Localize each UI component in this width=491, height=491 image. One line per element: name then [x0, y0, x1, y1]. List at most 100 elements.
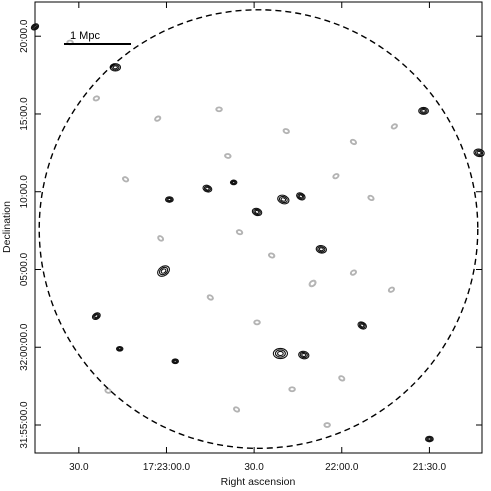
contour-level — [154, 115, 162, 122]
contour-level — [93, 313, 100, 320]
contour-level — [157, 235, 165, 242]
contour-level — [390, 123, 398, 130]
radio-source — [206, 294, 214, 301]
x-tick-label: 17:23:00.0 — [143, 462, 191, 473]
y-axis-ticks: 20:00.0 15:00.0 10:00.0 05:00.0 32:00:00.0 31… — [19, 19, 482, 449]
contour-level — [215, 106, 223, 113]
contour-level — [350, 270, 357, 275]
contour-level — [323, 422, 331, 428]
contour-level — [272, 347, 289, 360]
radio-source — [349, 138, 358, 146]
contour-level — [426, 436, 433, 442]
contour-level — [476, 150, 482, 155]
contour-level — [173, 359, 178, 363]
contour-level — [117, 347, 122, 351]
contour-level — [391, 124, 398, 129]
contour-level — [473, 148, 485, 158]
contour-level — [418, 106, 429, 115]
contour-level — [308, 279, 317, 288]
radio-source — [92, 95, 101, 102]
radio-source — [338, 375, 346, 382]
contour-level — [274, 349, 286, 358]
contour-level — [155, 116, 161, 121]
contour-level — [253, 319, 261, 326]
contour-level — [298, 194, 304, 199]
radio-source — [229, 179, 238, 186]
x-tick-label: 22:00.0 — [325, 462, 359, 473]
contour-level — [254, 209, 260, 214]
contour-level — [318, 247, 324, 252]
y-tick-label: 20:00.0 — [19, 19, 30, 53]
radio-source — [418, 106, 429, 115]
contour-level — [282, 128, 290, 135]
contour-level — [367, 194, 375, 202]
contour-level — [301, 352, 307, 358]
contour-level — [166, 197, 173, 202]
y-tick-label: 32:00:00.0 — [19, 323, 30, 371]
contour-level — [94, 314, 99, 319]
contour-level — [421, 108, 427, 113]
contour-level — [298, 350, 310, 360]
contour-level — [299, 351, 308, 359]
contour-level — [216, 107, 222, 112]
contour-level — [332, 173, 340, 180]
radio-source — [235, 229, 244, 236]
contour-level — [160, 268, 167, 274]
contour-level — [91, 312, 101, 321]
contour-level — [111, 64, 120, 71]
contour-level — [309, 280, 316, 287]
contour-level — [350, 139, 357, 145]
contour-level — [229, 179, 238, 186]
contour-level — [93, 96, 100, 101]
grey-contour-layer — [66, 39, 398, 428]
contour-level — [231, 180, 236, 184]
x-axis-label: Right ascension — [221, 476, 296, 488]
scale-bar: 1 Mpc — [64, 30, 131, 45]
black-contour-layer — [30, 23, 485, 443]
contour-level — [253, 208, 261, 216]
contour-level — [224, 153, 232, 159]
contour-level — [387, 286, 395, 293]
plot-frame — [34, 1, 483, 454]
radio-source — [30, 23, 40, 31]
y-tick-label: 10:00.0 — [19, 175, 30, 209]
radio-source — [154, 115, 162, 122]
y-tick-label: 05:00.0 — [19, 252, 30, 286]
contour-level — [289, 387, 295, 392]
contour-level — [339, 376, 345, 381]
contour-level — [235, 229, 244, 236]
contour-level — [116, 346, 123, 351]
radio-source — [367, 194, 375, 202]
contour-level — [207, 295, 213, 300]
contour-level — [230, 180, 237, 185]
contour-level — [122, 176, 129, 182]
radio-source — [315, 244, 327, 254]
radio-source — [296, 192, 306, 201]
contour-level — [277, 194, 290, 205]
contour-level — [233, 407, 240, 412]
radio-source — [157, 265, 170, 277]
contour-level — [167, 197, 172, 202]
contour-level — [388, 287, 395, 293]
radio-source — [115, 345, 124, 352]
scale-bar-label: 1 Mpc — [70, 30, 100, 42]
radio-source — [277, 194, 290, 205]
x-tick-label: 30.0 — [69, 462, 89, 473]
contour-level — [105, 388, 111, 394]
contour-level — [254, 320, 260, 325]
contour-level — [31, 24, 39, 30]
radio-source — [224, 153, 232, 159]
contour-level — [205, 186, 210, 191]
contour-level — [92, 95, 101, 102]
contour-level — [474, 149, 484, 157]
contour-level — [315, 244, 327, 254]
y-tick-label: 31:55:00.0 — [19, 401, 30, 449]
y-tick-label: 15:00.0 — [19, 97, 30, 131]
radio-source — [202, 184, 213, 193]
contour-level — [349, 269, 358, 276]
contour-level — [30, 23, 40, 31]
contour-level — [171, 358, 179, 365]
radio-source — [253, 319, 261, 326]
contour-level — [233, 406, 241, 413]
